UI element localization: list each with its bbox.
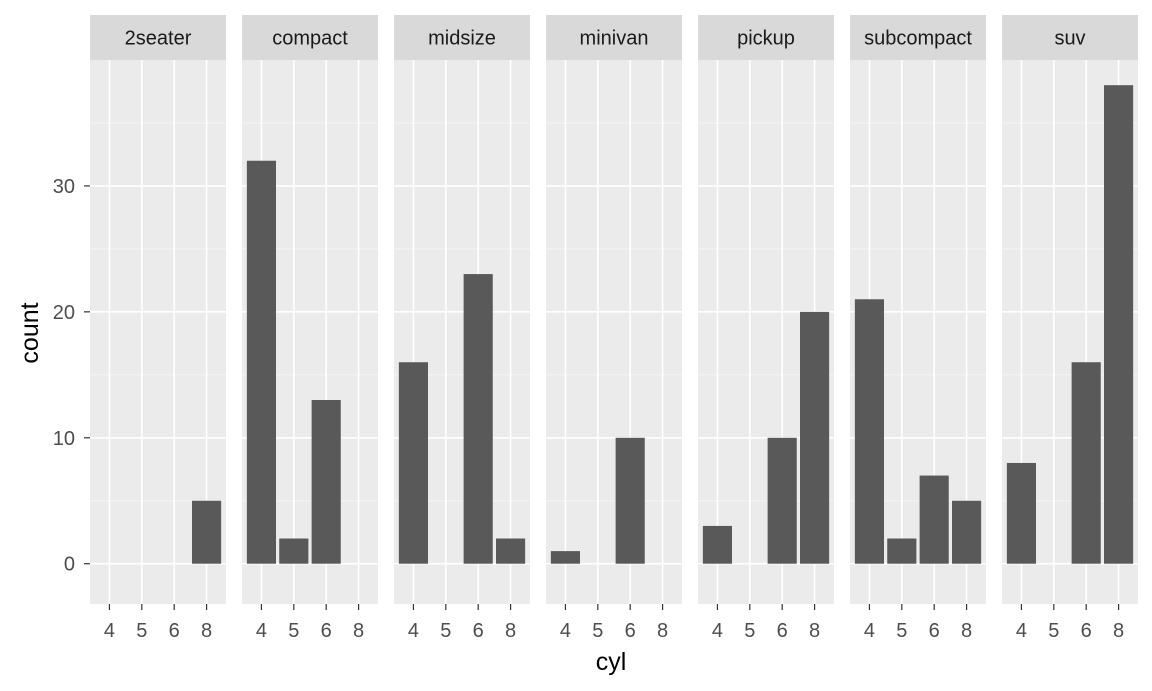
x-tick-label: 4 xyxy=(560,620,571,642)
facet-strip-label: pickup xyxy=(737,28,795,50)
bar-pickup-cyl-6 xyxy=(767,437,797,564)
facet-panel-subcompact: subcompact 4 5 6 8 xyxy=(850,15,986,642)
x-tick-label: 6 xyxy=(473,620,484,642)
x-tick-label: 5 xyxy=(896,620,907,642)
facet-strip xyxy=(850,15,986,60)
facet-strip xyxy=(394,15,530,60)
x-tick-label: 5 xyxy=(136,620,147,642)
y-tick-label: 20 xyxy=(53,302,75,324)
facet-panel-pickup: pickup 4 5 6 8 xyxy=(698,15,834,642)
facet-strip xyxy=(698,15,834,60)
bar-pickup-cyl-8 xyxy=(800,311,830,564)
facet-panel-compact: compact 4 5 6 8 xyxy=(242,15,378,642)
x-tick-label: 4 xyxy=(864,620,875,642)
x-tick-label: 5 xyxy=(744,620,755,642)
x-tick-label: 4 xyxy=(104,620,115,642)
bar-subcompact-cyl-6 xyxy=(919,475,949,564)
x-tick-label: 6 xyxy=(321,620,332,642)
facet-panel-suv: suv 4 5 6 8 xyxy=(1002,15,1138,642)
panel-background xyxy=(546,60,682,604)
facet-strip xyxy=(546,15,682,60)
facet-strip-label: subcompact xyxy=(864,28,972,50)
x-tick-label: 4 xyxy=(712,620,723,642)
x-tick-label: 4 xyxy=(1016,620,1027,642)
facet-strip-label: suv xyxy=(1054,28,1085,50)
facet-panel-midsize: midsize 4 5 6 8 xyxy=(394,15,530,642)
bar-midsize-cyl-4 xyxy=(398,362,428,564)
x-tick-label: 8 xyxy=(1113,620,1124,642)
bar-suv-cyl-8 xyxy=(1104,85,1134,564)
x-tick-label: 8 xyxy=(961,620,972,642)
facet-panel-2seater: 2seater 4 5 6 8 xyxy=(90,15,226,642)
x-tick-label: 6 xyxy=(625,620,636,642)
bar-subcompact-cyl-4 xyxy=(854,299,884,564)
x-tick-label: 4 xyxy=(256,620,267,642)
bar-compact-cyl-5 xyxy=(279,538,309,564)
x-tick-label: 6 xyxy=(929,620,940,642)
x-tick-label: 5 xyxy=(1048,620,1059,642)
x-tick-label: 8 xyxy=(657,620,668,642)
x-tick-label: 5 xyxy=(288,620,299,642)
x-tick-label: 8 xyxy=(809,620,820,642)
bar-suv-cyl-6 xyxy=(1071,362,1101,564)
x-tick-label: 5 xyxy=(592,620,603,642)
bar-compact-cyl-4 xyxy=(246,160,276,564)
bar-midsize-cyl-6 xyxy=(463,274,493,564)
bar-minivan-cyl-4 xyxy=(550,551,580,564)
bar-midsize-cyl-8 xyxy=(496,538,526,564)
x-axis-title: cyl xyxy=(596,648,627,676)
y-tick-label: 30 xyxy=(53,176,75,198)
x-tick-label: 8 xyxy=(505,620,516,642)
facet-strip xyxy=(90,15,226,60)
bar-minivan-cyl-6 xyxy=(615,437,645,564)
y-tick-label: 0 xyxy=(64,554,75,576)
y-tick-label: 10 xyxy=(53,428,75,450)
bar-subcompact-cyl-8 xyxy=(952,500,982,564)
facet-strip-label: midsize xyxy=(428,28,496,50)
bar-compact-cyl-6 xyxy=(311,400,341,564)
y-axis-title: count xyxy=(16,302,44,363)
x-tick-label: 6 xyxy=(169,620,180,642)
x-tick-label: 6 xyxy=(777,620,788,642)
x-tick-label: 8 xyxy=(353,620,364,642)
facet-strip xyxy=(242,15,378,60)
x-tick-label: 6 xyxy=(1081,620,1092,642)
facet-strip xyxy=(1002,15,1138,60)
x-tick-label: 5 xyxy=(440,620,451,642)
facet-strip-label: 2seater xyxy=(125,28,192,50)
facet-strip-label: minivan xyxy=(580,28,649,50)
x-tick-label: 4 xyxy=(408,620,419,642)
x-tick-label: 8 xyxy=(201,620,212,642)
bar-subcompact-cyl-5 xyxy=(887,538,917,564)
facet-strip-label: compact xyxy=(272,28,348,50)
bar-2seater-cyl-8 xyxy=(192,500,222,564)
facet-panel-minivan: minivan 4 5 6 8 xyxy=(546,15,682,642)
bar-pickup-cyl-4 xyxy=(702,525,732,564)
bar-suv-cyl-4 xyxy=(1006,462,1036,564)
